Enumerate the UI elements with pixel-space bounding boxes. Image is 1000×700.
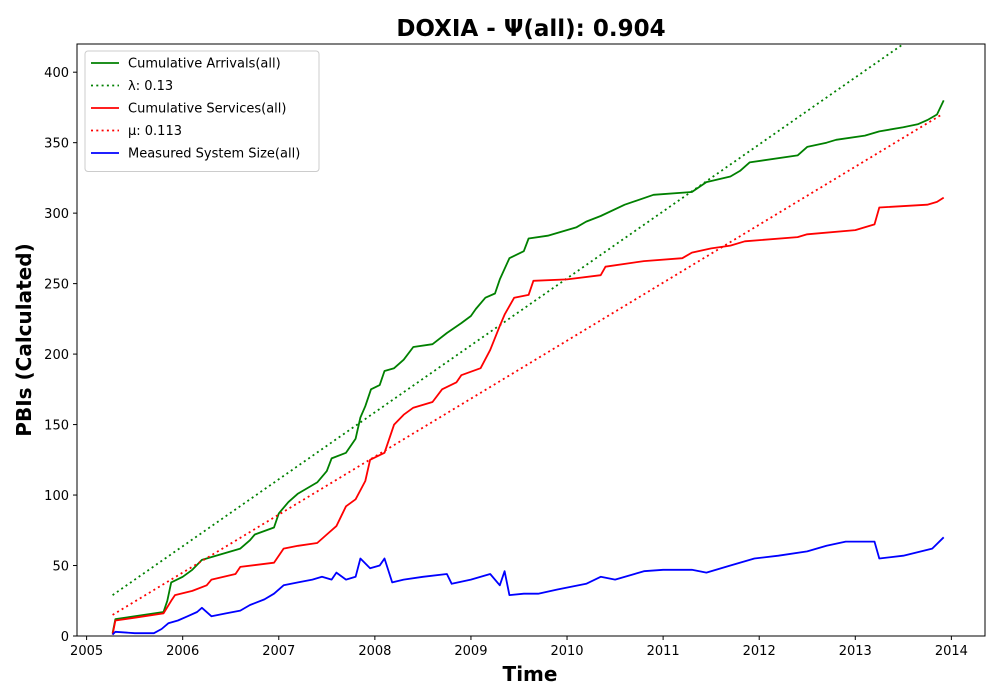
series-line-0	[111, 100, 945, 634]
y-tick-label: 150	[44, 419, 69, 434]
y-axis-title: PBIs (Calculated)	[12, 243, 36, 436]
series-line-4	[111, 536, 945, 636]
x-tick-label: 2014	[935, 644, 968, 659]
y-tick-label: 400	[44, 66, 69, 81]
x-tick-label: 2011	[647, 644, 680, 659]
x-axis-title: Time	[503, 662, 558, 686]
axes-layer: 2005 2006 2007 2008 2009 2010 2011 2012 2013 2014…	[44, 43, 986, 659]
series-line-1	[112, 44, 904, 596]
x-tick-label: 2006	[166, 644, 199, 659]
y-tick-label: 250	[44, 278, 69, 293]
legend-box	[84, 50, 320, 172]
x-tick-label: 2007	[262, 644, 295, 659]
x-tick-label: 2013	[839, 644, 872, 659]
series-layer	[111, 44, 945, 636]
y-tick-label: 50	[52, 560, 69, 575]
x-tick-label: 2009	[454, 644, 487, 659]
plot-frame	[76, 43, 986, 637]
x-tick-label: 2008	[358, 644, 391, 659]
legend-label-1: λ: 0.13	[128, 79, 173, 94]
series-line-2	[111, 196, 945, 635]
y-tick-label: 350	[44, 137, 69, 152]
y-tick-label: 100	[44, 489, 69, 504]
x-tick-label: 2012	[743, 644, 776, 659]
series-line-3	[112, 113, 943, 616]
y-tick-label: 300	[44, 207, 69, 222]
legend: Cumulative Arrivals(all) λ: 0.13 Cumulativ…	[84, 50, 320, 172]
chart-title: DOXIA - Ψ(all): 0.904	[396, 16, 665, 42]
x-tick-label: 2005	[70, 644, 103, 659]
legend-label-0: Cumulative Arrivals(all)	[128, 57, 281, 72]
y-tick-label: 200	[44, 348, 69, 363]
x-tick-label: 2010	[550, 644, 583, 659]
legend-label-3: μ: 0.113	[128, 124, 182, 139]
legend-label-4: Measured System Size(all)	[128, 147, 300, 162]
y-tick-label: 0	[61, 630, 69, 645]
legend-label-2: Cumulative Services(all)	[128, 102, 286, 117]
